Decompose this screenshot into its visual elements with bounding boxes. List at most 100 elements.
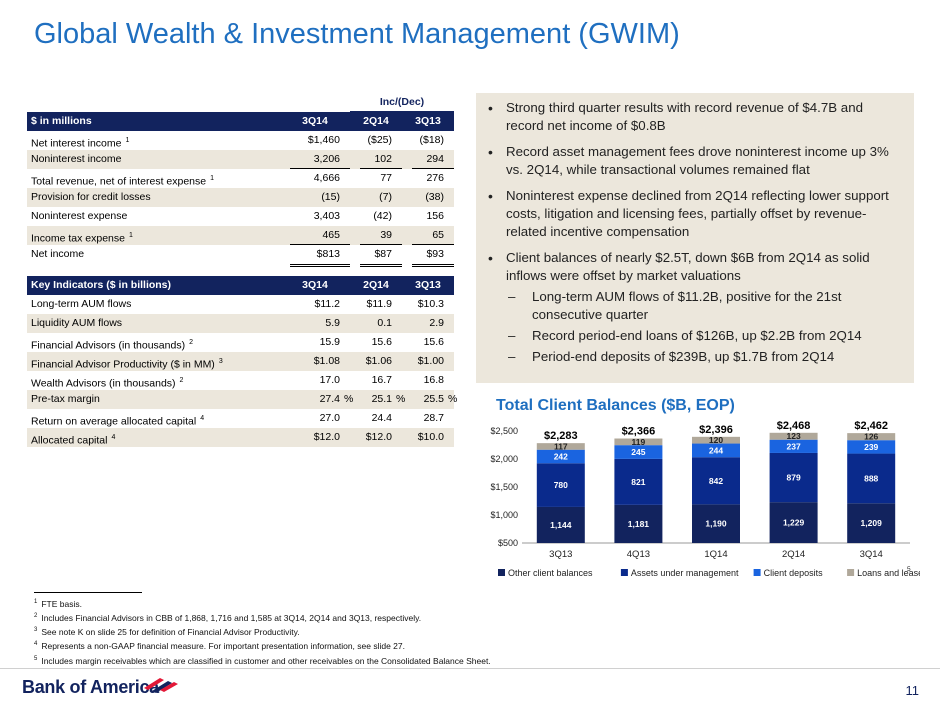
bar-segment-assets-under-management	[614, 458, 663, 505]
total-underline	[412, 244, 454, 245]
kpi-row: Return on average allocated capital 4 27.0…	[27, 409, 454, 428]
bar-segment-loans-and-leases	[847, 433, 896, 441]
bar-total-label: $2,468	[777, 420, 811, 432]
kpi-row-label: Financial Advisors (in thousands) 2	[31, 339, 193, 352]
bar-value-label: 239	[864, 442, 878, 452]
kpi-cell: 24.4	[371, 412, 392, 424]
kpi-header-col3: 3Q13	[415, 279, 441, 291]
client-balances-chart: $500$1,000$1,500$2,000$2,5001,1447802421…	[490, 420, 920, 578]
x-tick-label: 3Q14	[860, 549, 883, 560]
bar-total-label: $2,366	[622, 426, 656, 438]
kpi-cell: 16.7	[371, 374, 392, 386]
bar-segment-assets-under-management	[536, 463, 585, 507]
bar-segment-other-client-balances	[769, 502, 818, 543]
fin-row-label: Net interest income 1	[31, 137, 130, 150]
total-underline	[290, 264, 350, 267]
bar-segment-loans-and-leases	[614, 438, 663, 446]
legend-label: Loans and leases	[857, 568, 920, 578]
y-tick-label: $1,000	[490, 510, 518, 520]
fin-row-label: Income tax expense 1	[31, 232, 133, 245]
sub-bullet-item: Long-term AUM flows of $11.2B, positive …	[486, 288, 900, 324]
kpi-row: Liquidity AUM flows 5.9 0.1 2.9	[27, 314, 454, 333]
bar-value-label: 842	[709, 476, 723, 486]
flag-logo-icon	[144, 678, 178, 693]
kpi-cell: 2.9	[429, 317, 444, 329]
legend-swatch	[847, 569, 855, 576]
bar-segment-other-client-balances	[847, 503, 896, 543]
fin-cell: (38)	[425, 191, 444, 203]
bar-segment-other-client-balances	[692, 504, 740, 543]
fin-cell: $93	[426, 248, 444, 260]
kpi-cell: $10.3	[417, 298, 444, 310]
bar-value-label: 821	[631, 477, 645, 487]
kpi-cell: 25.5	[423, 393, 444, 405]
kpi-row: Long-term AUM flows $11.2 $11.9 $10.3	[27, 295, 454, 314]
bar-value-label: 119	[632, 437, 646, 447]
bullet-item: Record asset management fees drove nonin…	[486, 143, 900, 179]
kpi-row-label: Long-term AUM flows	[31, 298, 132, 310]
kpi-row-label: Allocated capital 4	[31, 434, 116, 447]
total-underline	[290, 168, 350, 169]
kpi-row-label: Liquidity AUM flows	[31, 317, 123, 329]
bar-value-label: 1,144	[550, 520, 572, 530]
fin-row: Total revenue, net of interest expense 1 4…	[27, 169, 454, 188]
fin-cell: $813	[316, 248, 340, 260]
footnote: 2 Includes Financial Advisors in CBB of 1…	[34, 612, 422, 623]
financial-table: Inc/(Dec) $ in millions 3Q14 2Q14 3Q13 N…	[27, 93, 457, 447]
kpi-cell: 15.6	[371, 336, 392, 348]
fin-cell: (42)	[373, 210, 392, 222]
kpi-cell: $11.2	[314, 298, 341, 310]
kpi-cell: 15.9	[319, 336, 340, 348]
fin-cell: ($25)	[367, 134, 392, 146]
fin-row: Net income $813 $87 $93	[27, 245, 454, 267]
fin-header-label: $ in millions	[31, 115, 92, 127]
bar-value-label: 888	[864, 473, 878, 483]
bar-value-label: 1,181	[628, 519, 650, 529]
fin-cell: 102	[374, 153, 392, 165]
footnote: 4 Represents a non-GAAP financial measure…	[34, 641, 405, 652]
kpi-cell: 16.8	[423, 374, 444, 386]
kpi-row: Pre-tax margin 27.4% 25.1% 25.5%	[27, 390, 457, 409]
chart-title: Total Client Balances ($B, EOP)	[496, 397, 735, 414]
bullet-item: Strong third quarter results with record…	[486, 99, 900, 135]
y-tick-label: $2,500	[490, 426, 518, 436]
incdec-header-row: Inc/(Dec)	[27, 93, 454, 112]
total-underline	[360, 244, 402, 245]
fin-cell: 4,666	[313, 172, 340, 184]
fin-cell: 3,403	[313, 210, 340, 222]
bar-segment-client-deposits	[692, 443, 740, 458]
fin-cell: 65	[432, 229, 444, 241]
bar-segment-assets-under-management	[692, 457, 740, 505]
bar-segment-loans-and-leases	[769, 432, 818, 440]
kpi-rows: Long-term AUM flows $11.2 $11.9 $10.3 Liquid…	[27, 295, 457, 447]
fin-row-label: Total revenue, net of interest expense 1	[31, 175, 215, 188]
y-tick-label: $500	[498, 538, 518, 548]
footer-bar	[0, 668, 940, 705]
bar-segment-client-deposits	[769, 439, 818, 453]
fin-header-col3: 3Q13	[415, 115, 441, 127]
fin-row: Noninterest income 3,206 102 294	[27, 150, 454, 169]
kpi-header-col1: 3Q14	[302, 279, 328, 291]
fin-cell: (7)	[379, 191, 392, 203]
bar-segment-client-deposits	[536, 449, 585, 464]
bullet-item: Noninterest expense declined from 2Q14 r…	[486, 187, 900, 241]
fin-cell: $1,460	[307, 134, 340, 146]
kpi-cell: 0.1	[377, 317, 392, 329]
kpi-row: Financial Advisor Productivity ($ in MM)…	[27, 352, 454, 371]
legend-label: Client deposits	[764, 568, 824, 578]
kpi-cell: 28.7	[423, 412, 444, 424]
bar-value-label: 1,229	[783, 518, 805, 528]
kpi-row-label: Wealth Advisors (in thousands) 2	[31, 377, 184, 390]
bar-segment-client-deposits	[614, 445, 663, 459]
fin-cell: 39	[380, 229, 392, 241]
footnote-separator	[34, 592, 142, 593]
footnote-list: 1 FTE basis. 2 Includes Financial Advisors …	[34, 596, 491, 667]
kpi-row: Allocated capital 4 $12.0 $12.0 $10.0	[27, 428, 454, 447]
fin-row: Noninterest expense 3,403 (42) 156	[27, 207, 454, 226]
sub-bullet-item: Period-end deposits of $239B, up $1.7B f…	[486, 348, 900, 366]
y-tick-label: $1,500	[490, 482, 518, 492]
bar-segment-client-deposits	[847, 440, 896, 454]
footnote: 3 See note K on slide 25 for definition o…	[34, 627, 300, 638]
legend-swatch	[620, 569, 628, 576]
kpi-cell: $12.0	[365, 431, 392, 443]
